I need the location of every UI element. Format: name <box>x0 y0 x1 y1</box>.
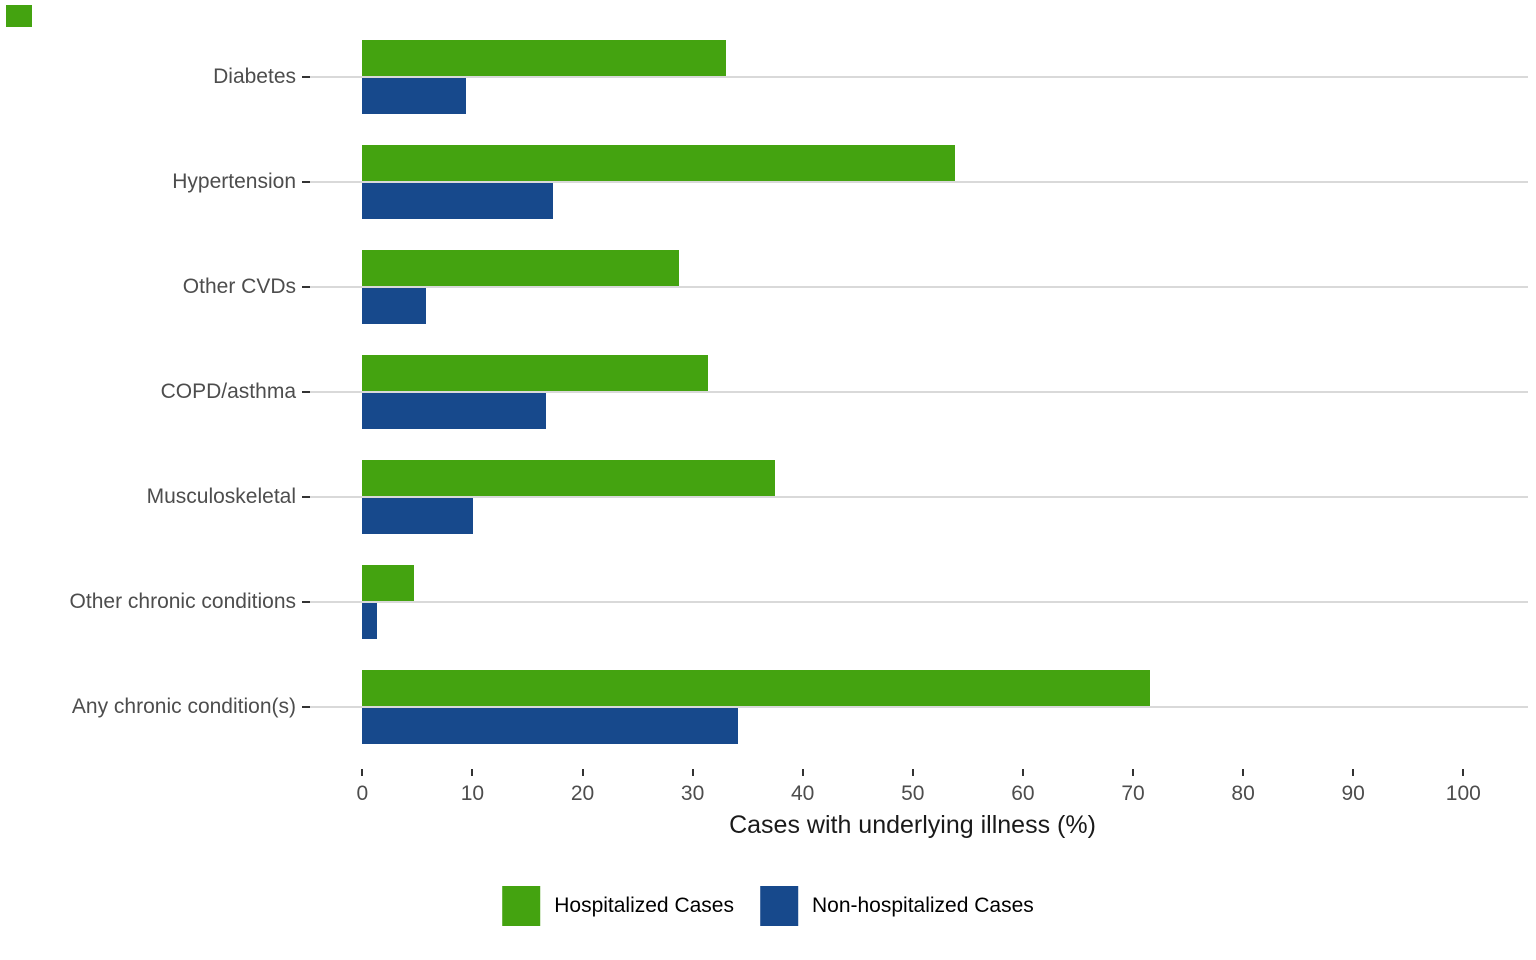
x-tick-label: 20 <box>570 782 595 805</box>
x-tick-label: 90 <box>1341 782 1365 805</box>
legend-item: Hospitalized Cases <box>502 886 734 926</box>
y-axis-label: COPD/asthma <box>160 379 296 403</box>
y-axis-tick <box>302 390 310 393</box>
x-axis-tick <box>361 769 364 776</box>
x-tick-label: 0 <box>356 782 369 805</box>
gridline <box>307 390 1528 393</box>
gridline <box>307 180 1528 183</box>
y-axis-label: Hypertension <box>172 169 296 193</box>
x-tick-label: 100 <box>1445 782 1481 805</box>
x-axis-tick <box>581 769 584 776</box>
bar-hospitalized <box>362 564 415 601</box>
bar-non-hospitalized <box>362 602 377 639</box>
y-axis-tick <box>302 706 310 709</box>
bar-hospitalized <box>362 39 726 76</box>
x-tick-label: 70 <box>1121 782 1145 805</box>
bar-non-hospitalized <box>362 708 738 745</box>
legend-item: Non-hospitalized Cases <box>759 886 1034 926</box>
x-axis-tick <box>691 769 694 776</box>
y-axis-label: Other CVDs <box>182 274 296 298</box>
corner-mark-square <box>6 5 32 27</box>
x-axis-tick <box>471 769 474 776</box>
x-axis-tick <box>1132 769 1134 776</box>
x-tick-label: 10 <box>460 782 485 805</box>
bar-hospitalized <box>362 249 680 286</box>
gridline <box>307 285 1528 288</box>
legend-label: Non-hospitalized Cases <box>811 894 1034 917</box>
legend-swatch-non-hospitalized <box>759 886 798 926</box>
x-axis-title: Cases with underlying illness (%) <box>729 811 1096 839</box>
x-tick-label: 50 <box>901 782 925 805</box>
gridline <box>307 600 1528 603</box>
legend-label: Hospitalized Cases <box>554 894 734 917</box>
bar-non-hospitalized <box>362 182 553 219</box>
x-axis-tick <box>1021 769 1024 776</box>
legend-swatch-hospitalized <box>502 886 541 926</box>
y-axis-label: Musculoskeletal <box>146 484 296 508</box>
y-axis-label: Diabetes <box>213 64 296 88</box>
bar-non-hospitalized <box>362 392 547 429</box>
bar-non-hospitalized <box>362 497 474 534</box>
y-axis-tick <box>302 75 310 78</box>
x-axis-tick <box>801 769 804 776</box>
bar-non-hospitalized <box>362 77 466 114</box>
y-axis-tick <box>302 285 310 288</box>
bar-hospitalized <box>362 144 955 181</box>
bar-hospitalized <box>362 670 1150 707</box>
y-axis-tick <box>302 600 310 603</box>
x-axis-tick <box>1352 769 1355 776</box>
x-tick-label: 60 <box>1011 782 1035 805</box>
y-axis-tick <box>302 180 310 183</box>
bar-non-hospitalized <box>362 287 427 324</box>
y-axis-label: Other chronic conditions <box>69 589 296 613</box>
x-tick-label: 30 <box>680 782 705 805</box>
gridline <box>307 75 1528 78</box>
x-axis-tick <box>911 769 914 776</box>
bar-hospitalized <box>362 459 776 496</box>
y-axis-tick <box>302 495 310 498</box>
x-tick-label: 40 <box>791 782 815 805</box>
y-axis-label: Any chronic condition(s) <box>71 695 296 719</box>
gridline <box>307 495 1528 498</box>
gridline <box>307 706 1528 709</box>
legend: Hospitalized Cases Non-hospitalized Cases <box>502 886 1034 926</box>
bar-hospitalized <box>362 354 708 391</box>
x-axis-tick <box>1242 769 1245 776</box>
x-axis-tick <box>1462 769 1465 776</box>
x-tick-label: 80 <box>1231 782 1255 805</box>
